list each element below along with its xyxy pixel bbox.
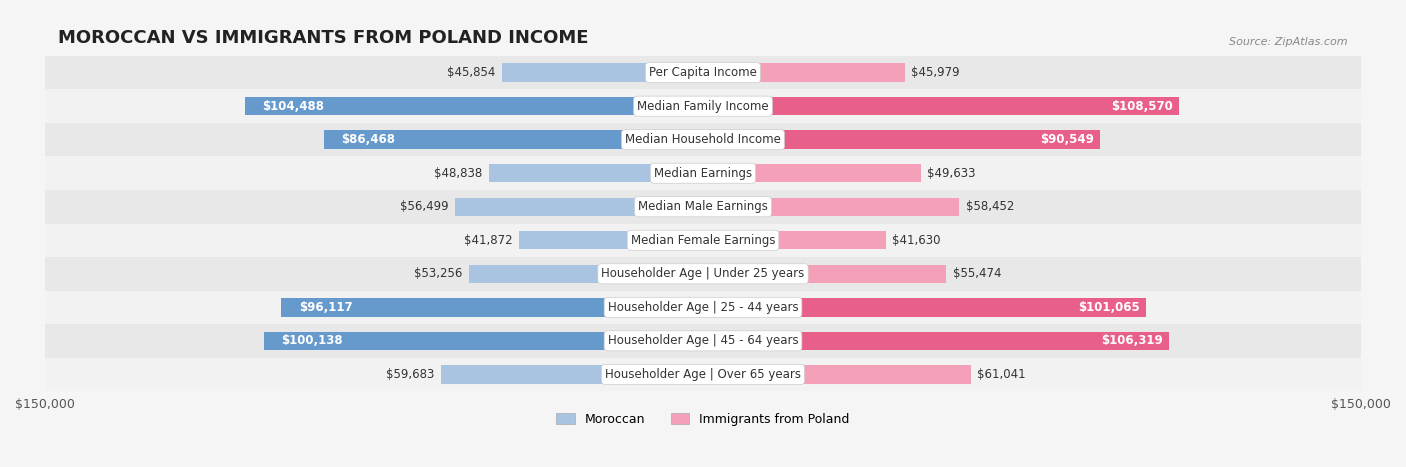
Bar: [470, 265, 703, 283]
Bar: [441, 365, 703, 383]
Text: $58,452: $58,452: [966, 200, 1014, 213]
FancyBboxPatch shape: [45, 156, 1361, 190]
Text: $104,488: $104,488: [262, 99, 325, 113]
Text: $49,633: $49,633: [928, 167, 976, 180]
Bar: [703, 198, 959, 216]
Bar: [489, 164, 703, 183]
Text: $45,979: $45,979: [911, 66, 960, 79]
Bar: [703, 332, 1170, 350]
Text: $100,138: $100,138: [281, 334, 343, 347]
Text: Source: ZipAtlas.com: Source: ZipAtlas.com: [1229, 37, 1348, 48]
Bar: [519, 231, 703, 249]
FancyBboxPatch shape: [45, 224, 1361, 257]
FancyBboxPatch shape: [45, 257, 1361, 290]
Text: Median Family Income: Median Family Income: [637, 99, 769, 113]
Legend: Moroccan, Immigrants from Poland: Moroccan, Immigrants from Poland: [551, 408, 855, 431]
Bar: [264, 332, 703, 350]
FancyBboxPatch shape: [45, 123, 1361, 156]
Text: $55,474: $55,474: [953, 267, 1001, 280]
Bar: [703, 365, 970, 383]
Text: $45,854: $45,854: [447, 66, 495, 79]
Text: $86,468: $86,468: [342, 133, 395, 146]
Bar: [703, 298, 1146, 317]
Text: Median Male Earnings: Median Male Earnings: [638, 200, 768, 213]
FancyBboxPatch shape: [45, 324, 1361, 358]
Text: Per Capita Income: Per Capita Income: [650, 66, 756, 79]
Text: Median Household Income: Median Household Income: [626, 133, 780, 146]
Bar: [281, 298, 703, 317]
FancyBboxPatch shape: [45, 358, 1361, 391]
Text: $61,041: $61,041: [977, 368, 1026, 381]
FancyBboxPatch shape: [45, 56, 1361, 89]
Bar: [703, 64, 904, 82]
Text: $90,549: $90,549: [1040, 133, 1094, 146]
Text: Householder Age | 25 - 44 years: Householder Age | 25 - 44 years: [607, 301, 799, 314]
Bar: [703, 130, 1101, 149]
Bar: [703, 164, 921, 183]
Bar: [323, 130, 703, 149]
Text: Householder Age | Over 65 years: Householder Age | Over 65 years: [605, 368, 801, 381]
Text: $96,117: $96,117: [299, 301, 353, 314]
Bar: [703, 265, 946, 283]
Bar: [245, 97, 703, 115]
Bar: [456, 198, 703, 216]
FancyBboxPatch shape: [45, 190, 1361, 224]
Text: $41,872: $41,872: [464, 234, 513, 247]
Text: $108,570: $108,570: [1111, 99, 1173, 113]
Text: $41,630: $41,630: [893, 234, 941, 247]
Text: $106,319: $106,319: [1101, 334, 1163, 347]
Text: Householder Age | Under 25 years: Householder Age | Under 25 years: [602, 267, 804, 280]
Text: MOROCCAN VS IMMIGRANTS FROM POLAND INCOME: MOROCCAN VS IMMIGRANTS FROM POLAND INCOM…: [58, 29, 589, 48]
Text: Median Female Earnings: Median Female Earnings: [631, 234, 775, 247]
Text: $56,499: $56,499: [399, 200, 449, 213]
Text: $48,838: $48,838: [434, 167, 482, 180]
Bar: [703, 97, 1180, 115]
Bar: [502, 64, 703, 82]
FancyBboxPatch shape: [45, 89, 1361, 123]
Text: $59,683: $59,683: [387, 368, 434, 381]
Bar: [703, 231, 886, 249]
FancyBboxPatch shape: [45, 290, 1361, 324]
Text: $101,065: $101,065: [1078, 301, 1140, 314]
Text: Householder Age | 45 - 64 years: Householder Age | 45 - 64 years: [607, 334, 799, 347]
Text: Median Earnings: Median Earnings: [654, 167, 752, 180]
Text: $53,256: $53,256: [415, 267, 463, 280]
